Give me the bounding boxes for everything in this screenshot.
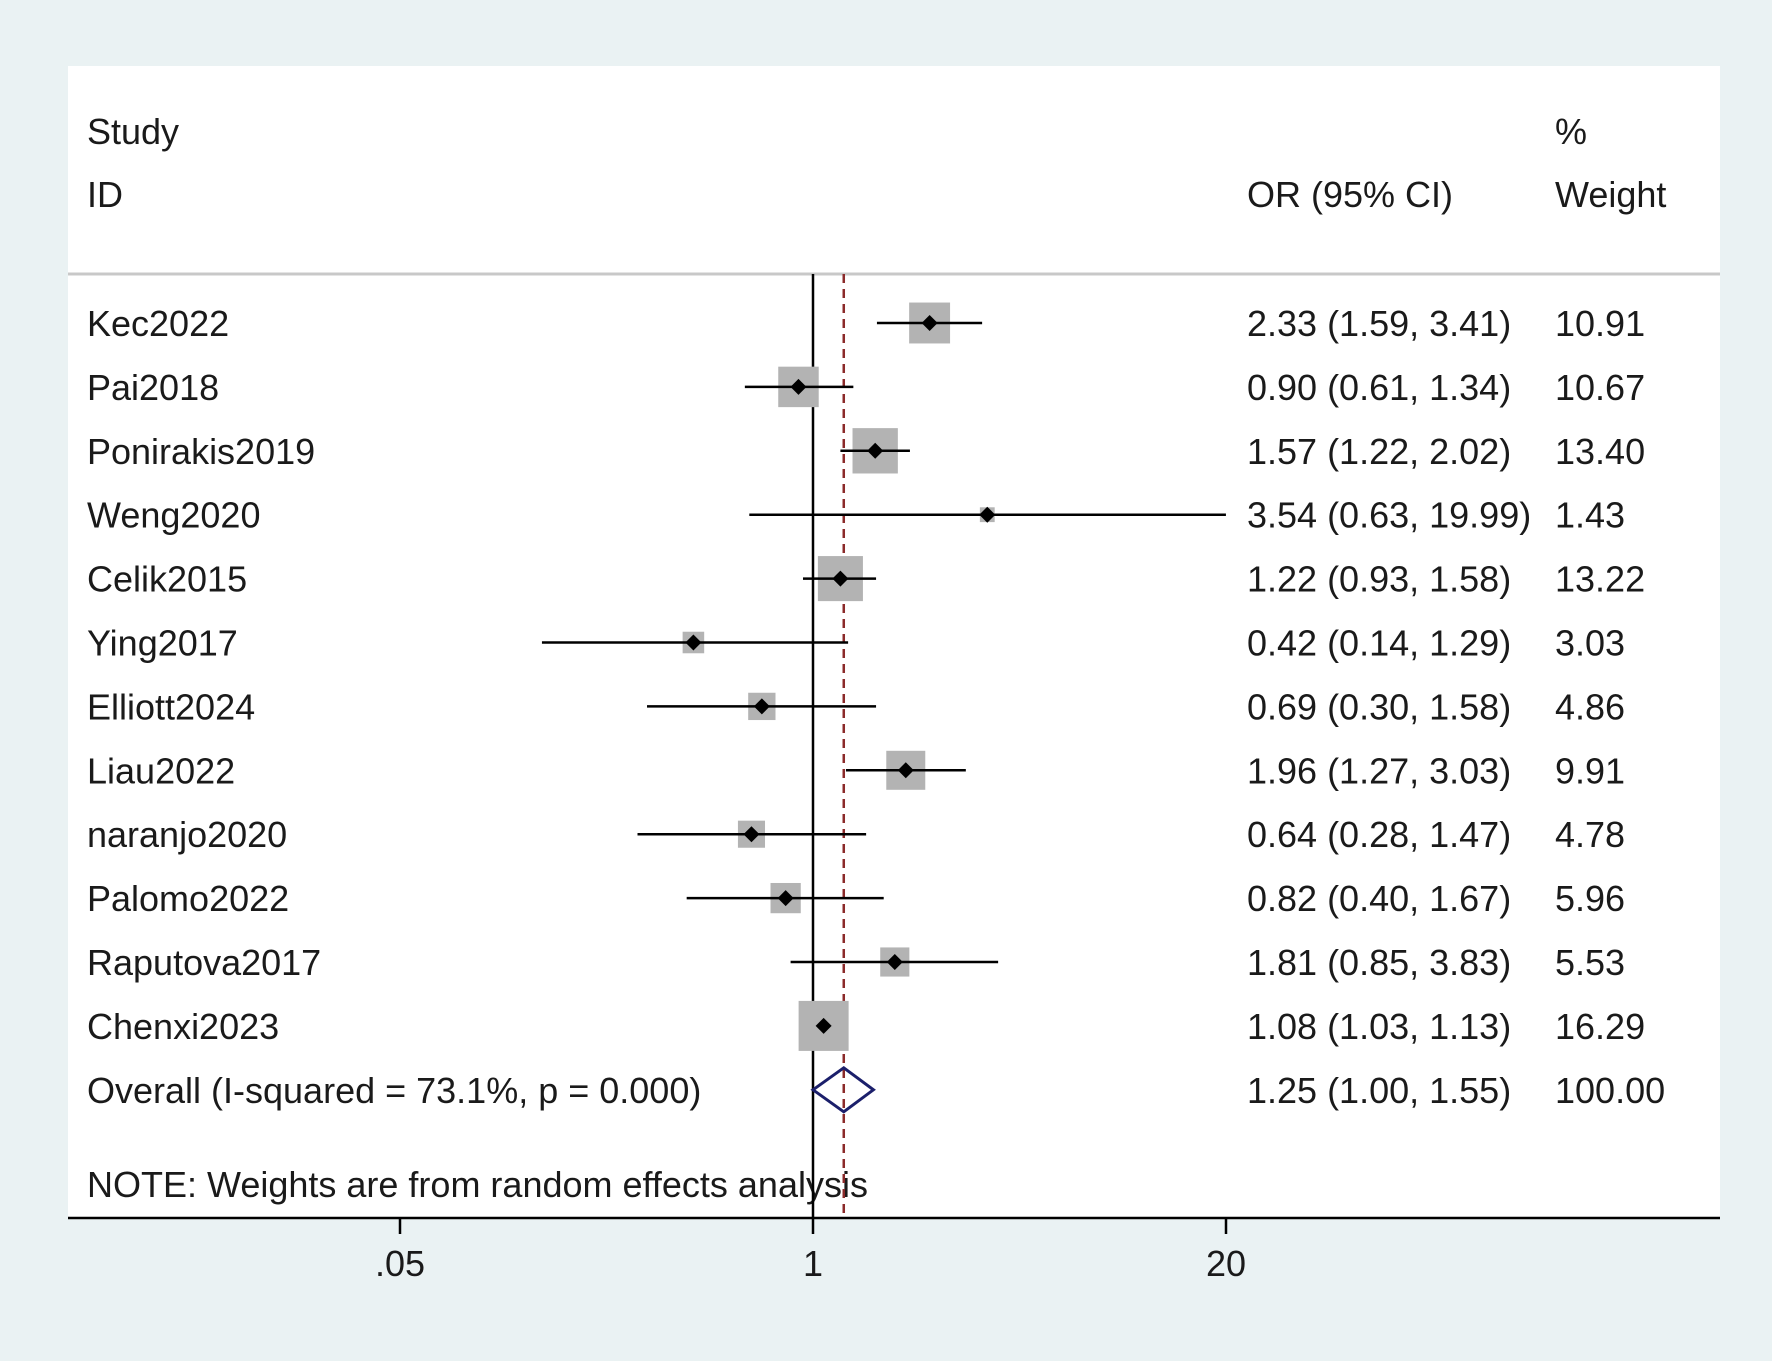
study-row-ponirakis2019: Ponirakis2019 1.57 (1.22, 2.02) 13.40 — [87, 428, 1645, 474]
weight-value: 10.67 — [1555, 367, 1645, 408]
weight-value: 1.43 — [1555, 495, 1625, 536]
header-weight: Weight — [1555, 174, 1666, 215]
study-row-elliott2024: Elliott2024 0.69 (0.30, 1.58) 4.86 — [87, 686, 1625, 727]
note-text: NOTE: Weights are from random effects an… — [87, 1164, 868, 1205]
study-row-celik2015: Celik2015 1.22 (0.93, 1.58) 13.22 — [87, 556, 1645, 602]
point-estimate-marker — [897, 762, 914, 779]
study-label: Weng2020 — [87, 495, 260, 536]
study-row-ying2017: Ying2017 0.42 (0.14, 1.29) 3.03 — [87, 623, 1625, 664]
header-or-ci: OR (95% CI) — [1247, 174, 1453, 215]
plot-layer: Kec2022 2.33 (1.59, 3.41) 10.91 Pai2018 0.90… — [68, 274, 1720, 1284]
point-estimate-marker — [886, 954, 903, 970]
weight-value: 4.86 — [1555, 686, 1625, 727]
or-ci-value: 0.90 (0.61, 1.34) — [1247, 367, 1511, 408]
x-tick-label: 20 — [1206, 1243, 1246, 1284]
or-ci-value: 0.64 (0.28, 1.47) — [1247, 814, 1511, 855]
study-label: Liau2022 — [87, 750, 235, 791]
weight-value: 9.91 — [1555, 750, 1625, 791]
study-label: naranjo2020 — [87, 814, 287, 855]
study-label: Elliott2024 — [87, 686, 255, 727]
weight-value: 5.96 — [1555, 878, 1625, 919]
study-row-kec2022: Kec2022 2.33 (1.59, 3.41) 10.91 — [87, 302, 1645, 344]
point-estimate-marker — [815, 1017, 832, 1034]
overall-label: Overall (I-squared = 73.1%, p = 0.000) — [87, 1070, 701, 1111]
point-estimate-marker — [685, 634, 702, 651]
overall-or-ci-value: 1.25 (1.00, 1.55) — [1247, 1070, 1511, 1111]
study-label: Chenxi2023 — [87, 1006, 279, 1047]
or-ci-value: 1.08 (1.03, 1.13) — [1247, 1006, 1511, 1047]
or-ci-value: 0.69 (0.30, 1.58) — [1247, 686, 1511, 727]
study-label: Kec2022 — [87, 303, 229, 344]
point-estimate-marker — [753, 698, 770, 715]
or-ci-value: 2.33 (1.59, 3.41) — [1247, 303, 1511, 344]
weight-value: 16.29 — [1555, 1006, 1645, 1047]
study-row-liau2022: Liau2022 1.96 (1.27, 3.03) 9.91 — [87, 750, 1625, 791]
or-ci-value: 1.22 (0.93, 1.58) — [1247, 559, 1511, 600]
study-label: Ponirakis2019 — [87, 431, 315, 472]
header-percent: % — [1555, 111, 1587, 152]
or-ci-value: 0.42 (0.14, 1.29) — [1247, 623, 1511, 664]
weight-value: 4.78 — [1555, 814, 1625, 855]
study-label: Ying2017 — [87, 623, 238, 664]
x-tick-label: 1 — [803, 1243, 823, 1284]
study-row-pai2018: Pai2018 0.90 (0.61, 1.34) 10.67 — [87, 366, 1645, 408]
weight-value: 10.91 — [1555, 303, 1645, 344]
study-label: Raputova2017 — [87, 942, 321, 983]
weight-value: 3.03 — [1555, 623, 1625, 664]
header-study: Study — [87, 111, 179, 152]
study-label: Pai2018 — [87, 367, 219, 408]
study-label: Celik2015 — [87, 559, 247, 600]
overall-diamond — [810, 1065, 876, 1114]
study-row-palomo2022: Palomo2022 0.82 (0.40, 1.67) 5.96 — [87, 878, 1625, 919]
or-ci-value: 1.81 (0.85, 3.83) — [1247, 942, 1511, 983]
point-estimate-marker — [867, 442, 884, 459]
study-label: Palomo2022 — [87, 878, 289, 919]
overall-row: Overall (I-squared = 73.1%, p = 0.000) 1.… — [87, 1065, 1665, 1114]
or-ci-value: 0.82 (0.40, 1.67) — [1247, 878, 1511, 919]
or-ci-value: 3.54 (0.63, 19.99) — [1247, 495, 1531, 536]
x-tick-label: .05 — [375, 1243, 425, 1284]
or-ci-value: 1.57 (1.22, 2.02) — [1247, 431, 1511, 472]
point-estimate-marker — [743, 826, 760, 843]
weight-value: 13.40 — [1555, 431, 1645, 472]
point-estimate-marker — [777, 890, 794, 907]
point-estimate-marker — [979, 506, 996, 523]
weight-value: 5.53 — [1555, 942, 1625, 983]
study-row-chenxi2023: Chenxi2023 1.08 (1.03, 1.13) 16.29 — [87, 1000, 1645, 1051]
point-estimate-marker — [921, 315, 938, 331]
study-row-weng2020: Weng2020 3.54 (0.63, 19.99) 1.43 — [87, 495, 1625, 536]
plot-panel — [68, 66, 1720, 1218]
study-row-raputova2017: Raputova2017 1.81 (0.85, 3.83) 5.53 — [87, 942, 1625, 983]
weight-value: 13.22 — [1555, 559, 1645, 600]
point-estimate-marker — [790, 378, 807, 395]
point-estimate-marker — [832, 570, 849, 587]
or-ci-value: 1.96 (1.27, 3.03) — [1247, 750, 1511, 791]
header-id: ID — [87, 174, 123, 215]
study-row-naranjo2020: naranjo2020 0.64 (0.28, 1.47) 4.78 — [87, 814, 1625, 855]
overall-weight-value: 100.00 — [1555, 1070, 1665, 1111]
